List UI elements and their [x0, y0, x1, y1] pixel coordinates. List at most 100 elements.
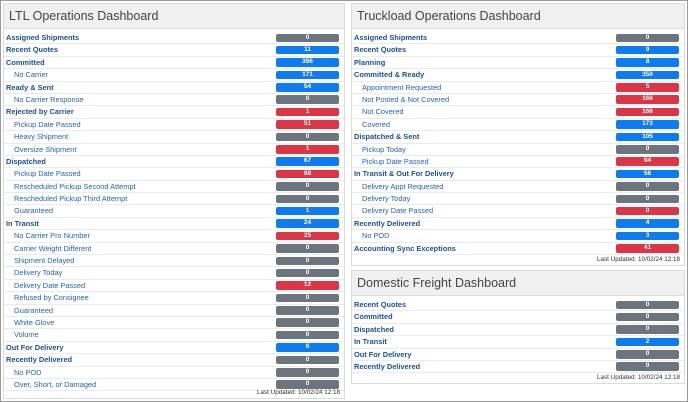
count-badge[interactable]: 1 — [276, 145, 339, 154]
row-label[interactable]: Planning — [354, 57, 386, 67]
count-badge[interactable]: 25 — [276, 231, 339, 241]
row-label[interactable]: Out For Delivery — [6, 342, 64, 352]
row-label[interactable]: Assigned Shipments — [354, 33, 428, 42]
count-badge[interactable]: 1 — [276, 107, 339, 117]
count-badge[interactable]: 0 — [616, 206, 679, 216]
row-label[interactable]: Committed — [6, 57, 45, 67]
row-label[interactable]: Dispatched & Sent — [354, 132, 420, 142]
row-label[interactable]: Pickup Date Passed — [362, 156, 429, 166]
row-label[interactable]: Guaranteed — [14, 305, 54, 315]
count-badge[interactable]: 54 — [276, 83, 339, 92]
count-badge[interactable]: 0 — [616, 312, 679, 322]
row-label[interactable]: Out For Delivery — [354, 349, 412, 359]
count-badge[interactable]: 0 — [276, 330, 339, 340]
row-label[interactable]: No POD — [14, 367, 42, 377]
row-label[interactable]: Rescheduled Pickup Third Attempt — [14, 194, 128, 204]
row-label[interactable]: Recent Quotes — [354, 45, 407, 55]
count-badge[interactable]: 0 — [276, 182, 339, 191]
row-label[interactable]: Not Covered — [362, 107, 404, 117]
row-label[interactable]: No POD — [362, 231, 390, 241]
row-label[interactable]: In Transit & Out For Delivery — [354, 169, 454, 179]
row-label[interactable]: Pickup Date Passed — [14, 169, 81, 179]
count-badge[interactable]: 2 — [616, 337, 679, 347]
count-badge[interactable]: 0 — [276, 244, 339, 253]
count-badge[interactable]: 11 — [276, 45, 339, 55]
count-badge[interactable]: 0 — [276, 256, 339, 266]
count-badge[interactable]: 3 — [616, 231, 679, 241]
count-badge[interactable]: 0 — [276, 318, 339, 327]
row-label[interactable]: Carrier Weight Different — [14, 243, 92, 253]
row-label[interactable]: Delivery Today — [14, 268, 63, 278]
count-badge[interactable]: 0 — [616, 325, 679, 334]
row-label[interactable]: Ready & Sent — [6, 82, 54, 92]
row-label[interactable]: Over, Short, or Damaged — [14, 379, 97, 389]
row-label[interactable]: No Carrier Response — [14, 94, 84, 104]
count-badge[interactable]: 41 — [616, 244, 679, 253]
row-label[interactable]: Covered — [362, 119, 390, 129]
row-label[interactable]: Delivery Date Passed — [362, 206, 434, 216]
count-badge[interactable]: 8 — [616, 58, 679, 67]
row-label[interactable]: Heavy Shipment — [14, 132, 69, 142]
count-badge[interactable]: 51 — [276, 120, 339, 129]
count-badge[interactable]: 0 — [276, 380, 339, 389]
count-badge[interactable]: 166 — [616, 107, 679, 117]
row-label[interactable]: Rejected by Carrier — [6, 107, 74, 117]
row-label[interactable]: Guaranteed — [14, 206, 54, 216]
row-label[interactable]: Volume — [14, 330, 39, 340]
count-badge[interactable]: 105 — [616, 132, 679, 142]
row-label[interactable]: Recently Delivered — [354, 218, 421, 228]
row-label[interactable]: Recently Delivered — [354, 361, 421, 371]
row-label[interactable]: Recent Quotes — [6, 45, 59, 55]
count-badge[interactable]: 0 — [276, 306, 339, 315]
count-badge[interactable]: 24 — [276, 219, 339, 228]
count-badge[interactable]: 0 — [616, 362, 679, 371]
row-label[interactable]: Delivery Date Passed — [14, 280, 86, 290]
row-label[interactable]: Committed & Ready — [354, 70, 425, 80]
row-label[interactable]: Refused by Consignee — [14, 293, 89, 303]
count-badge[interactable]: 1 — [276, 206, 339, 216]
count-badge[interactable]: 5 — [616, 83, 679, 92]
count-badge[interactable]: 0 — [276, 132, 339, 142]
count-badge[interactable]: 6 — [276, 343, 339, 352]
count-badge[interactable]: 9 — [616, 45, 679, 55]
row-label[interactable]: Pickup Date Passed — [14, 119, 81, 129]
row-label[interactable]: Shipment Delayed — [14, 256, 75, 266]
row-label[interactable]: No Carrier — [14, 70, 49, 80]
count-badge[interactable]: 68 — [276, 169, 339, 179]
count-badge[interactable]: 56 — [616, 169, 679, 179]
count-badge[interactable]: 67 — [276, 157, 339, 166]
count-badge[interactable]: 0 — [616, 300, 679, 309]
count-badge[interactable]: 0 — [276, 293, 339, 303]
count-badge[interactable]: 396 — [276, 58, 339, 67]
row-label[interactable]: Dispatched — [6, 156, 46, 166]
count-badge[interactable]: 0 — [616, 33, 679, 42]
count-badge[interactable]: 0 — [616, 145, 679, 154]
count-badge[interactable]: 0 — [276, 368, 339, 377]
count-badge[interactable]: 0 — [276, 268, 339, 278]
count-badge[interactable]: 0 — [616, 182, 679, 191]
row-label[interactable]: Recent Quotes — [354, 300, 407, 309]
row-label[interactable]: No Carrier Pro Number — [14, 231, 90, 241]
row-label[interactable]: Committed — [354, 312, 393, 322]
row-label[interactable]: Rescheduled Pickup Second Attempt — [14, 181, 136, 191]
row-label[interactable]: Not Posted & Not Covered — [362, 94, 450, 104]
row-label[interactable]: Pickup Today — [362, 144, 406, 154]
count-badge[interactable]: 4 — [616, 219, 679, 228]
row-label[interactable]: Appointment Requested — [362, 82, 442, 92]
row-label[interactable]: Assigned Shipments — [6, 33, 80, 42]
count-badge[interactable]: 171 — [276, 70, 339, 80]
row-label[interactable]: Oversize Shipment — [14, 144, 77, 154]
row-label[interactable]: White Glove — [14, 317, 55, 327]
row-label[interactable]: In Transit — [6, 218, 39, 228]
count-badge[interactable]: 0 — [276, 355, 339, 365]
count-badge[interactable]: 94 — [616, 157, 679, 166]
count-badge[interactable]: 0 — [276, 95, 339, 104]
count-badge[interactable]: 0 — [276, 194, 339, 204]
row-label[interactable]: Accounting Sync Exceptions — [354, 243, 456, 253]
count-badge[interactable]: 12 — [276, 281, 339, 290]
count-badge[interactable]: 166 — [616, 95, 679, 104]
count-badge[interactable]: 0 — [616, 194, 679, 204]
row-label[interactable]: Dispatched — [354, 324, 394, 334]
row-label[interactable]: Recently Delivered — [6, 355, 73, 365]
count-badge[interactable]: 350 — [616, 70, 679, 80]
